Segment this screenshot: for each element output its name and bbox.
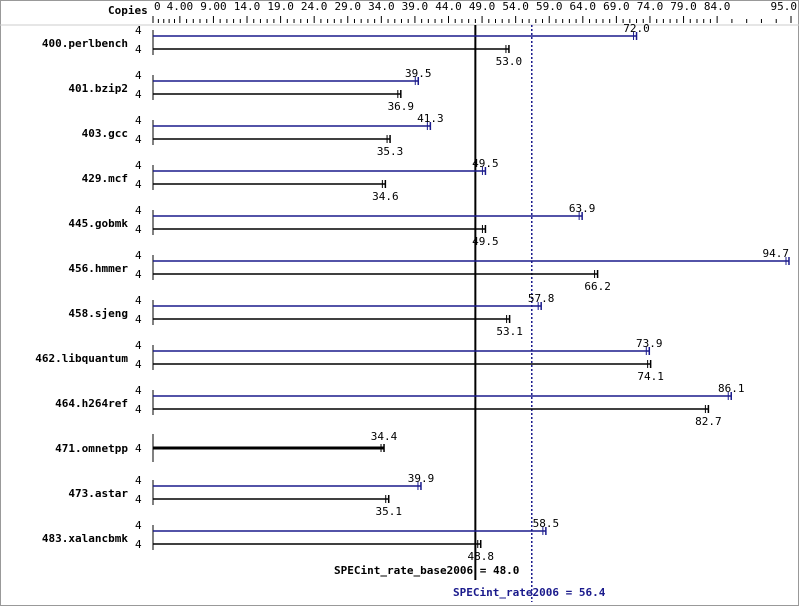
copies-header: Copies [108, 4, 148, 17]
x-tick-label: 19.0 [267, 0, 294, 13]
x-tick-label: 74.0 [637, 0, 664, 13]
base-copies-value: 4 [135, 223, 142, 236]
peak-value-label: 39.5 [405, 67, 432, 80]
benchmark-name: 401.bzip2 [68, 82, 128, 95]
peak-value-label: 49.5 [472, 157, 499, 170]
peak-value-label: 57.8 [528, 292, 555, 305]
benchmark-rows: 400.perlbench 4 4 72.0 53.0 401.bzip2 4 4 39.5 36… [35, 22, 790, 563]
peak-copies-value: 4 [135, 159, 142, 172]
base-copies-value: 4 [135, 268, 142, 281]
base-copies-value: 4 [135, 403, 142, 416]
peak-value-label: 94.7 [762, 247, 789, 260]
benchmark-row: 445.gobmk 4 4 63.9 49.5 [68, 202, 595, 248]
base-value-label: 53.0 [496, 55, 523, 68]
benchmark-row: 400.perlbench 4 4 72.0 53.0 [42, 22, 650, 68]
benchmark-name: 456.hmmer [68, 262, 128, 275]
peak-copies-value: 4 [135, 384, 142, 397]
x-tick-label: 44.0 [435, 0, 462, 13]
benchmark-row: 471.omnetpp 4 34.4 [55, 430, 398, 462]
peak-copies-value: 4 [135, 69, 142, 82]
benchmark-row: 429.mcf 4 4 49.5 34.6 [82, 157, 499, 203]
base-value-label: 34.6 [372, 190, 399, 203]
benchmark-name: 464.h264ref [55, 397, 128, 410]
benchmark-name: 458.sjeng [68, 307, 128, 320]
peak-value-label: 72.0 [623, 22, 650, 35]
peak-copies-value: 4 [135, 114, 142, 127]
x-tick-label: 34.0 [368, 0, 395, 13]
benchmark-name: 471.omnetpp [55, 442, 128, 455]
x-tick-label: 84.0 [704, 0, 731, 13]
benchmark-name: 473.astar [68, 487, 128, 500]
peak-value-label: 39.9 [408, 472, 435, 485]
x-tick-label: 24.0 [301, 0, 328, 13]
benchmark-row: 456.hmmer 4 4 94.7 66.2 [68, 247, 790, 293]
base-value-label: 36.9 [388, 100, 415, 113]
benchmark-row: 464.h264ref 4 4 86.1 82.7 [55, 382, 744, 428]
x-tick-label: 95.0 [771, 0, 798, 13]
benchmark-row: 458.sjeng 4 4 57.8 53.1 [68, 292, 554, 338]
base-value-label: 53.1 [496, 325, 523, 338]
benchmark-row: 483.xalancbmk 4 4 58.5 48.8 [42, 517, 559, 563]
base-value-label: 74.1 [637, 370, 664, 383]
benchmark-row: 462.libquantum 4 4 73.9 74.1 [35, 337, 664, 383]
base-copies-value: 4 [135, 178, 142, 191]
peak-copies-value: 4 [135, 519, 142, 532]
x-tick-label: 0 [154, 0, 161, 13]
peak-copies-value: 4 [135, 474, 142, 487]
base-reference-label: SPECint_rate_base2006 = 48.0 [334, 564, 519, 577]
benchmark-name: 429.mcf [82, 172, 128, 185]
benchmark-name: 403.gcc [82, 127, 128, 140]
x-tick-label: 4.00 [167, 0, 194, 13]
peak-copies-value: 4 [135, 204, 142, 217]
x-axis: 0 4.00 9.00 14.0 19.0 24.0 29.0 34.0 39.0 44.0 49.… [152, 0, 798, 23]
x-tick-label: 79.0 [670, 0, 697, 13]
peak-value-label: 63.9 [569, 202, 596, 215]
benchmark-row: 403.gcc 4 4 41.3 35.3 [82, 112, 444, 158]
peak-value-label: 73.9 [636, 337, 663, 350]
peak-value-label: 41.3 [417, 112, 444, 125]
x-tick-label: 9.00 [200, 0, 227, 13]
peak-copies-value: 4 [135, 24, 142, 37]
peak-copies-value: 4 [135, 339, 142, 352]
base-value-label: 35.3 [377, 145, 404, 158]
x-tick-label: 59.0 [536, 0, 563, 13]
benchmark-name: 400.perlbench [42, 37, 128, 50]
base-copies-value: 4 [135, 493, 142, 506]
base-value-label: 66.2 [584, 280, 611, 293]
base-copies-value: 4 [135, 358, 142, 371]
x-tick-label: 69.0 [603, 0, 630, 13]
peak-value-label: 86.1 [718, 382, 745, 395]
base-copies-value: 4 [135, 538, 142, 551]
base-copies-value: 4 [135, 313, 142, 326]
benchmark-name: 483.xalancbmk [42, 532, 128, 545]
x-tick-label: 49.0 [469, 0, 496, 13]
base-value-label: 35.1 [375, 505, 402, 518]
x-tick-label: 39.0 [402, 0, 429, 13]
x-tick-label: 54.0 [502, 0, 529, 13]
base-value-label: 82.7 [695, 415, 722, 428]
reference-lines [474, 25, 533, 602]
benchmark-name: 445.gobmk [68, 217, 128, 230]
base-copies-value: 4 [135, 133, 142, 146]
benchmark-name: 462.libquantum [35, 352, 128, 365]
base-value-label: 49.5 [472, 235, 499, 248]
x-tick-label: 64.0 [570, 0, 597, 13]
base-value-label: 48.8 [467, 550, 494, 563]
peak-copies-value: 4 [135, 294, 142, 307]
benchmark-row: 473.astar 4 4 39.9 35.1 [68, 472, 434, 518]
base-copies-value: 4 [135, 43, 142, 56]
peak-reference-label: SPECint_rate2006 = 56.4 [453, 586, 606, 599]
x-tick-label: 29.0 [335, 0, 362, 13]
peak-copies-value: 4 [135, 249, 142, 262]
base-copies-value: 4 [135, 88, 142, 101]
copies-value: 4 [135, 442, 142, 455]
peak-value-label: 58.5 [533, 517, 560, 530]
combined-value-label: 34.4 [371, 430, 398, 443]
x-tick-label: 14.0 [234, 0, 261, 13]
benchmark-row: 401.bzip2 4 4 39.5 36.9 [68, 67, 431, 113]
